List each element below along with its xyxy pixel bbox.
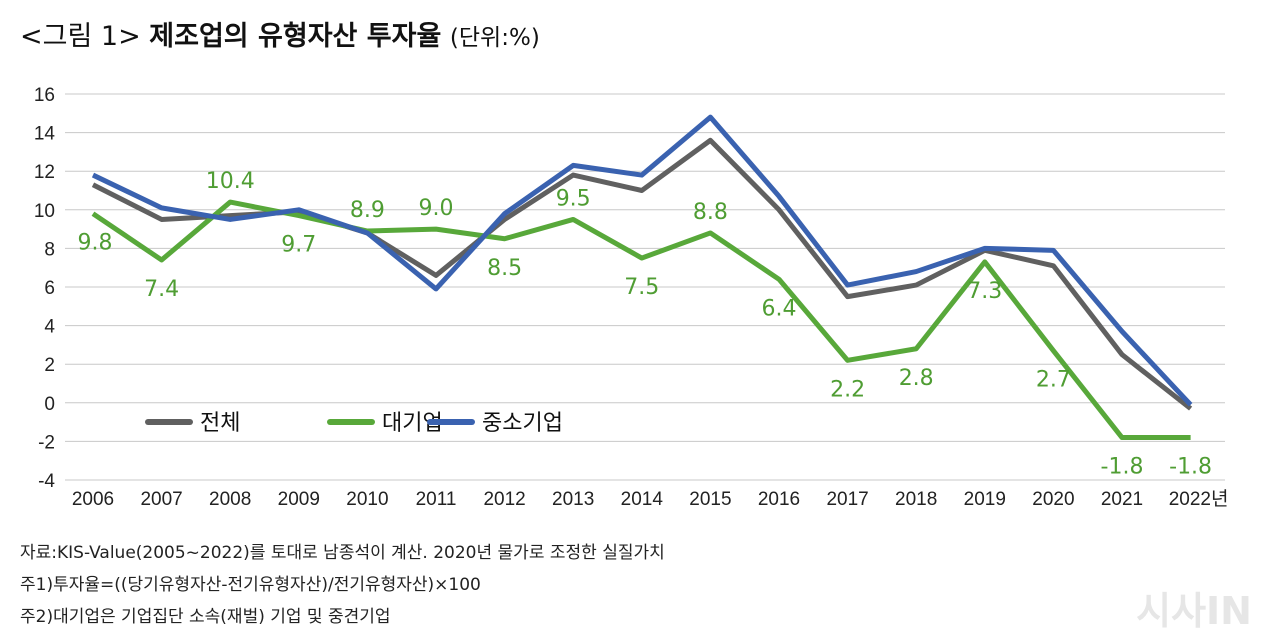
footnote-2: 주2)대기업은 기업집단 소속(재벌) 기업 및 중견기업 xyxy=(20,607,391,627)
series-line-대기업 xyxy=(91,199,1191,441)
data-label: 6.4 xyxy=(762,296,797,321)
y-tick-label: 14 xyxy=(34,124,56,145)
figure-number: <그림 1> xyxy=(20,21,141,52)
data-label: 7.5 xyxy=(624,275,659,300)
title-text: 제조업의 유형자산 투자율 xyxy=(149,21,442,52)
unit-label: (단위:%) xyxy=(449,25,540,51)
x-tick-label: 2022년 xyxy=(1169,488,1229,510)
data-label: 9.7 xyxy=(281,233,316,258)
data-label: 8.9 xyxy=(350,198,385,223)
y-tick-label: -2 xyxy=(38,432,55,453)
y-tick-label: 2 xyxy=(44,355,55,376)
x-tick-label: 2014 xyxy=(621,489,664,510)
legend-label: 전체 xyxy=(200,411,240,436)
watermark-logo: 시사IN xyxy=(1136,589,1252,633)
data-label: 8.5 xyxy=(487,256,522,281)
x-tick-label: 2011 xyxy=(416,489,457,510)
y-tick-label: -4 xyxy=(38,471,55,492)
x-tick-label: 2006 xyxy=(72,489,114,510)
chart-title: <그림 1> 제조업의 유형자산 투자율 (단위:%) xyxy=(20,14,540,53)
legend-label: 중소기업 xyxy=(482,411,563,436)
y-tick-label: 4 xyxy=(44,317,55,338)
x-tick-label: 2009 xyxy=(278,489,320,510)
y-tick-label: 12 xyxy=(34,162,55,183)
x-tick-label: 2019 xyxy=(964,489,1006,510)
x-tick-label: 2015 xyxy=(689,489,731,510)
data-label: 7.4 xyxy=(144,277,179,302)
data-label: -1.8 xyxy=(1169,455,1212,480)
line-chart: 16 14 12 10 8 6 4 2 0 -2 -4 2006 2007 2008 2009 2010 201… xyxy=(34,85,1229,510)
x-tick-label: 2017 xyxy=(826,489,868,510)
data-label: 2.8 xyxy=(899,366,934,391)
y-tick-label: 10 xyxy=(34,201,55,222)
source-note: 자료:KIS-Value(2005~2022)를 토대로 남종석이 계산. 20… xyxy=(20,543,665,563)
data-label: 8.8 xyxy=(693,200,728,225)
data-label: 10.4 xyxy=(206,169,255,194)
footnote-1: 주1)투자율=((당기유형자산-전기유형자산)/전기유형자산)×100 xyxy=(20,575,481,595)
x-tick-label: 2020 xyxy=(1032,489,1074,510)
y-tick-label: 0 xyxy=(44,394,55,415)
y-tick-label: 6 xyxy=(44,278,55,299)
y-tick-label: 16 xyxy=(34,85,55,106)
x-tick-label: 2012 xyxy=(483,489,525,510)
data-label: -1.8 xyxy=(1101,455,1144,480)
x-tick-label: 2013 xyxy=(552,489,594,510)
x-tick-label: 2021 xyxy=(1101,489,1143,510)
x-tick-label: 2016 xyxy=(758,489,800,510)
data-label: 2.7 xyxy=(1036,368,1071,393)
x-tick-label: 2008 xyxy=(209,489,251,510)
data-label: 9.8 xyxy=(78,231,113,256)
x-tick-label: 2010 xyxy=(346,489,388,510)
data-label: 7.3 xyxy=(967,279,1002,304)
y-tick-label: 8 xyxy=(44,239,55,260)
x-tick-label: 2007 xyxy=(140,489,182,510)
data-label: 2.2 xyxy=(830,377,865,402)
data-label: 9.5 xyxy=(556,186,591,211)
data-label: 9.0 xyxy=(419,196,454,221)
x-tick-label: 2018 xyxy=(895,489,937,510)
